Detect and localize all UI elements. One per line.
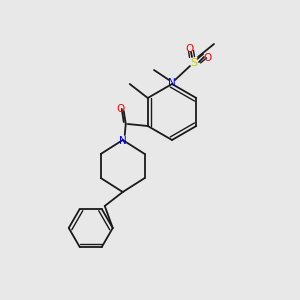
Text: S: S [190,58,198,68]
Text: N: N [119,136,127,146]
Text: O: O [185,44,193,54]
Text: N: N [168,78,176,88]
Text: O: O [117,104,125,114]
Text: O: O [204,53,212,63]
